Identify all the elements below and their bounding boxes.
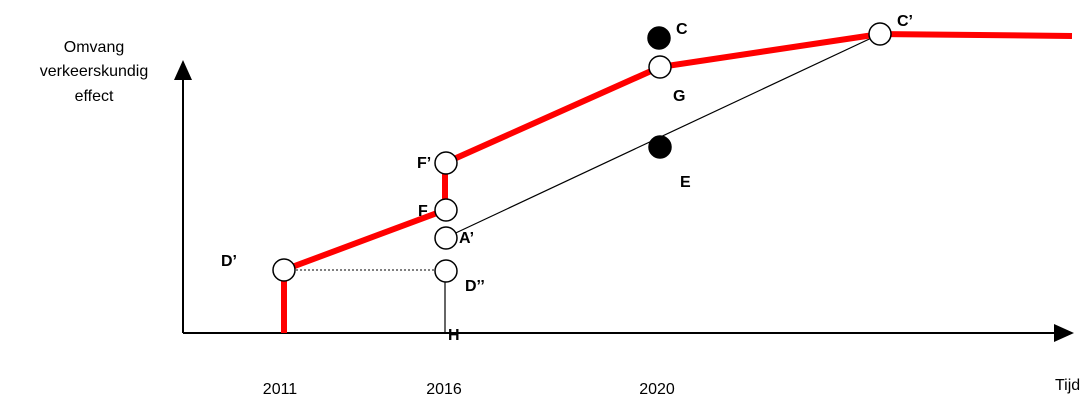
point-f-prime — [434, 151, 458, 175]
y-axis-arrowhead — [174, 60, 192, 80]
point-f — [434, 198, 458, 222]
label-d-prime: D’ — [221, 253, 237, 270]
year-label-2016: 2016 — [426, 381, 462, 398]
point-d-double-prime — [434, 259, 458, 283]
point-e-filled — [648, 135, 672, 159]
label-c: C — [676, 21, 688, 38]
point-a-prime — [434, 226, 458, 250]
point-c-prime — [868, 22, 892, 46]
label-h: H — [448, 327, 460, 344]
label-d-double-prime: D’’ — [465, 278, 485, 295]
point-d-prime — [272, 258, 296, 282]
year-label-2020: 2020 — [639, 381, 675, 398]
x-axis-label: Tijd — [1055, 377, 1080, 394]
year-label-2011: 2011 — [263, 381, 298, 398]
y-axis-label-line-1: Omvang — [64, 39, 124, 56]
label-g: G — [673, 88, 685, 105]
label-c-prime: C’ — [897, 13, 913, 30]
point-g — [648, 55, 672, 79]
label-f-prime: F’ — [417, 155, 431, 172]
label-e: E — [680, 174, 691, 191]
point-c-filled — [647, 26, 671, 50]
label-f: F — [418, 203, 428, 220]
x-axis-arrowhead — [1054, 324, 1074, 342]
label-a-prime: A’ — [459, 230, 474, 247]
red-effect-path — [281, 30, 1073, 333]
y-axis-label-line-2: verkeerskundig — [40, 63, 149, 80]
y-axis-label-line-3: effect — [75, 88, 114, 105]
